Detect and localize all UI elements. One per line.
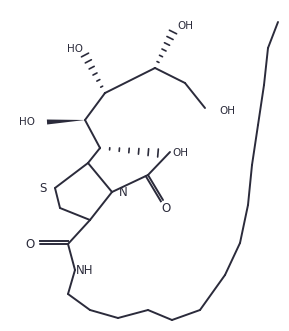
Text: NH: NH bbox=[76, 264, 94, 277]
Text: OH: OH bbox=[172, 148, 188, 158]
Text: O: O bbox=[161, 203, 171, 215]
Text: O: O bbox=[25, 239, 35, 252]
Text: HO: HO bbox=[19, 117, 35, 127]
Text: OH: OH bbox=[219, 106, 235, 116]
Text: S: S bbox=[40, 181, 47, 195]
Text: N: N bbox=[119, 186, 128, 200]
Text: HO: HO bbox=[67, 44, 83, 54]
Text: OH: OH bbox=[177, 21, 193, 31]
Polygon shape bbox=[47, 119, 85, 124]
